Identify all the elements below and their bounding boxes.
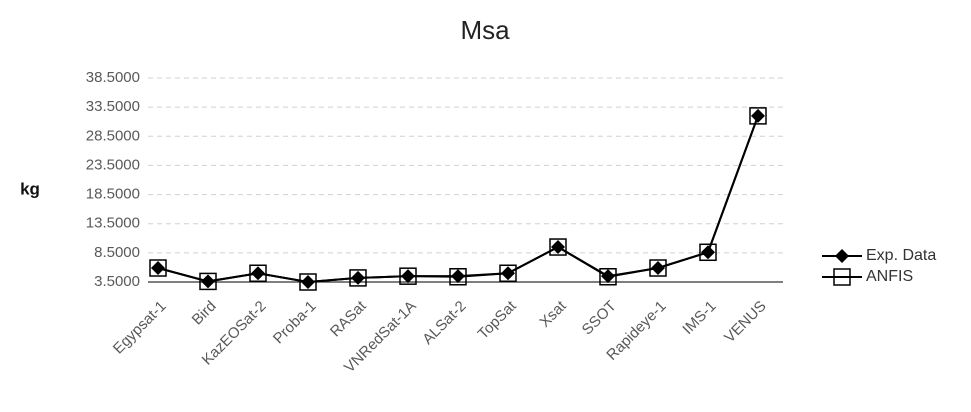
y-tick-label: 33.5000 — [86, 98, 140, 115]
x-tick-label: Bird — [189, 298, 220, 329]
marker — [451, 269, 465, 284]
x-tick-label: RASat — [327, 297, 370, 340]
marker — [301, 275, 315, 289]
y-tick-label: 3.5000 — [94, 273, 140, 290]
marker — [199, 272, 217, 291]
marker — [501, 266, 515, 281]
x-tick-label: IMS-1 — [679, 298, 719, 338]
marker — [149, 259, 167, 277]
marker — [449, 268, 467, 286]
marker — [751, 108, 765, 123]
series-line — [157, 115, 759, 284]
y-tick-label: 13.5000 — [86, 215, 140, 232]
marker — [649, 259, 667, 277]
y-tick-label: 38.5000 — [86, 69, 140, 86]
legend-label: ANFIS — [866, 268, 913, 285]
chart-title: Msa — [460, 15, 510, 45]
series-line — [157, 115, 759, 284]
y-tick-label: 23.5000 — [86, 156, 140, 173]
y-tick-label: 28.5000 — [86, 127, 140, 144]
marker — [549, 238, 567, 256]
marker — [499, 264, 517, 283]
marker — [651, 261, 665, 276]
marker — [249, 264, 267, 283]
marker — [599, 268, 617, 286]
x-tick-label: TopSat — [475, 297, 521, 343]
marker — [201, 274, 215, 289]
y-axis-label: kg — [20, 179, 40, 198]
y-tick-label: 8.5000 — [94, 244, 140, 261]
marker — [399, 267, 417, 285]
marker — [833, 268, 851, 286]
marker — [551, 240, 565, 255]
x-tick-label: Egypsat-1 — [110, 298, 170, 358]
x-tick-label: SSOT — [579, 298, 620, 339]
legend-label: Exp. Data — [866, 247, 936, 264]
x-tick-label: VENUS — [721, 298, 770, 347]
marker — [299, 273, 317, 291]
x-tick-label: Xsat — [536, 297, 570, 331]
marker — [749, 107, 767, 125]
x-tick-label: ALSat-2 — [419, 298, 469, 348]
marker — [601, 269, 615, 284]
marker — [835, 249, 849, 263]
marker — [251, 266, 265, 281]
y-tick-label: 18.5000 — [86, 186, 140, 203]
x-tick-label: Proba-1 — [270, 298, 320, 348]
marker — [701, 245, 715, 260]
marker — [151, 261, 165, 276]
marker — [699, 243, 717, 262]
marker — [351, 270, 365, 285]
marker — [349, 269, 367, 287]
marker — [401, 269, 415, 284]
